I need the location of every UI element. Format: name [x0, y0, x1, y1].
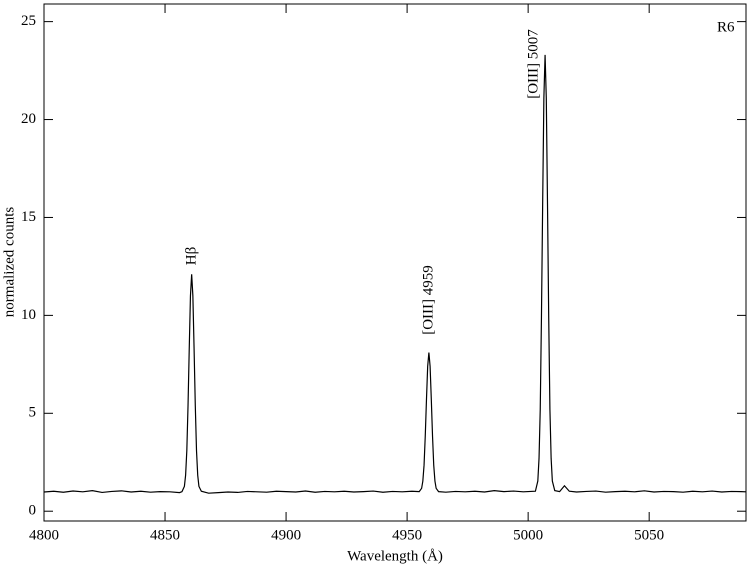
y-tick-label: 15 — [21, 209, 36, 225]
annotation: Hβ — [183, 247, 199, 265]
annotation: [OIII] 4959 — [420, 265, 436, 335]
y-tick-label: 10 — [21, 307, 36, 323]
annotation: [OIII] 5007 — [525, 29, 541, 99]
y-tick-label: 20 — [21, 111, 36, 127]
x-tick-label: 4900 — [271, 527, 301, 543]
annotation: R6 — [717, 19, 735, 35]
y-tick-label: 25 — [21, 13, 36, 29]
y-tick-label: 5 — [29, 405, 37, 421]
y-tick-label: 0 — [29, 503, 37, 519]
x-tick-label: 5000 — [513, 527, 543, 543]
y-axis-label: normalized counts — [1, 207, 17, 318]
x-axis-label: Wavelength (Å) — [347, 548, 443, 564]
x-tick-label: 5050 — [634, 527, 664, 543]
spectrum-line — [43, 54, 747, 494]
x-tick-label: 4850 — [150, 527, 180, 543]
plot-frame — [43, 3, 747, 522]
x-tick-label: 4800 — [29, 527, 59, 543]
x-tick-label: 4950 — [392, 527, 422, 543]
